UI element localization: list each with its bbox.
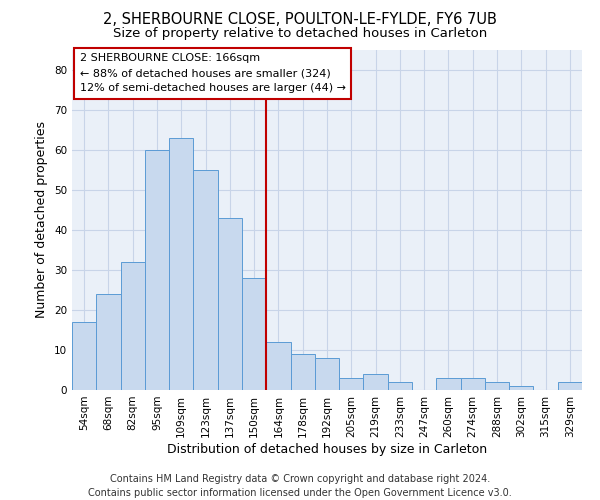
Bar bbox=[290, 354, 315, 390]
Bar bbox=[339, 378, 364, 390]
Text: Contains HM Land Registry data © Crown copyright and database right 2024.
Contai: Contains HM Land Registry data © Crown c… bbox=[88, 474, 512, 498]
Bar bbox=[266, 342, 290, 390]
Bar bbox=[193, 170, 218, 390]
Text: 2 SHERBOURNE CLOSE: 166sqm
← 88% of detached houses are smaller (324)
12% of sem: 2 SHERBOURNE CLOSE: 166sqm ← 88% of deta… bbox=[80, 54, 346, 93]
Text: Size of property relative to detached houses in Carleton: Size of property relative to detached ho… bbox=[113, 28, 487, 40]
Bar bbox=[436, 378, 461, 390]
Bar bbox=[558, 382, 582, 390]
Bar bbox=[315, 358, 339, 390]
Bar bbox=[242, 278, 266, 390]
X-axis label: Distribution of detached houses by size in Carleton: Distribution of detached houses by size … bbox=[167, 442, 487, 456]
Bar bbox=[72, 322, 96, 390]
Bar bbox=[218, 218, 242, 390]
Bar bbox=[509, 386, 533, 390]
Bar bbox=[388, 382, 412, 390]
Bar bbox=[364, 374, 388, 390]
Text: 2, SHERBOURNE CLOSE, POULTON-LE-FYLDE, FY6 7UB: 2, SHERBOURNE CLOSE, POULTON-LE-FYLDE, F… bbox=[103, 12, 497, 28]
Bar bbox=[121, 262, 145, 390]
Bar bbox=[145, 150, 169, 390]
Bar bbox=[485, 382, 509, 390]
Bar bbox=[96, 294, 121, 390]
Y-axis label: Number of detached properties: Number of detached properties bbox=[35, 122, 49, 318]
Bar bbox=[461, 378, 485, 390]
Bar bbox=[169, 138, 193, 390]
